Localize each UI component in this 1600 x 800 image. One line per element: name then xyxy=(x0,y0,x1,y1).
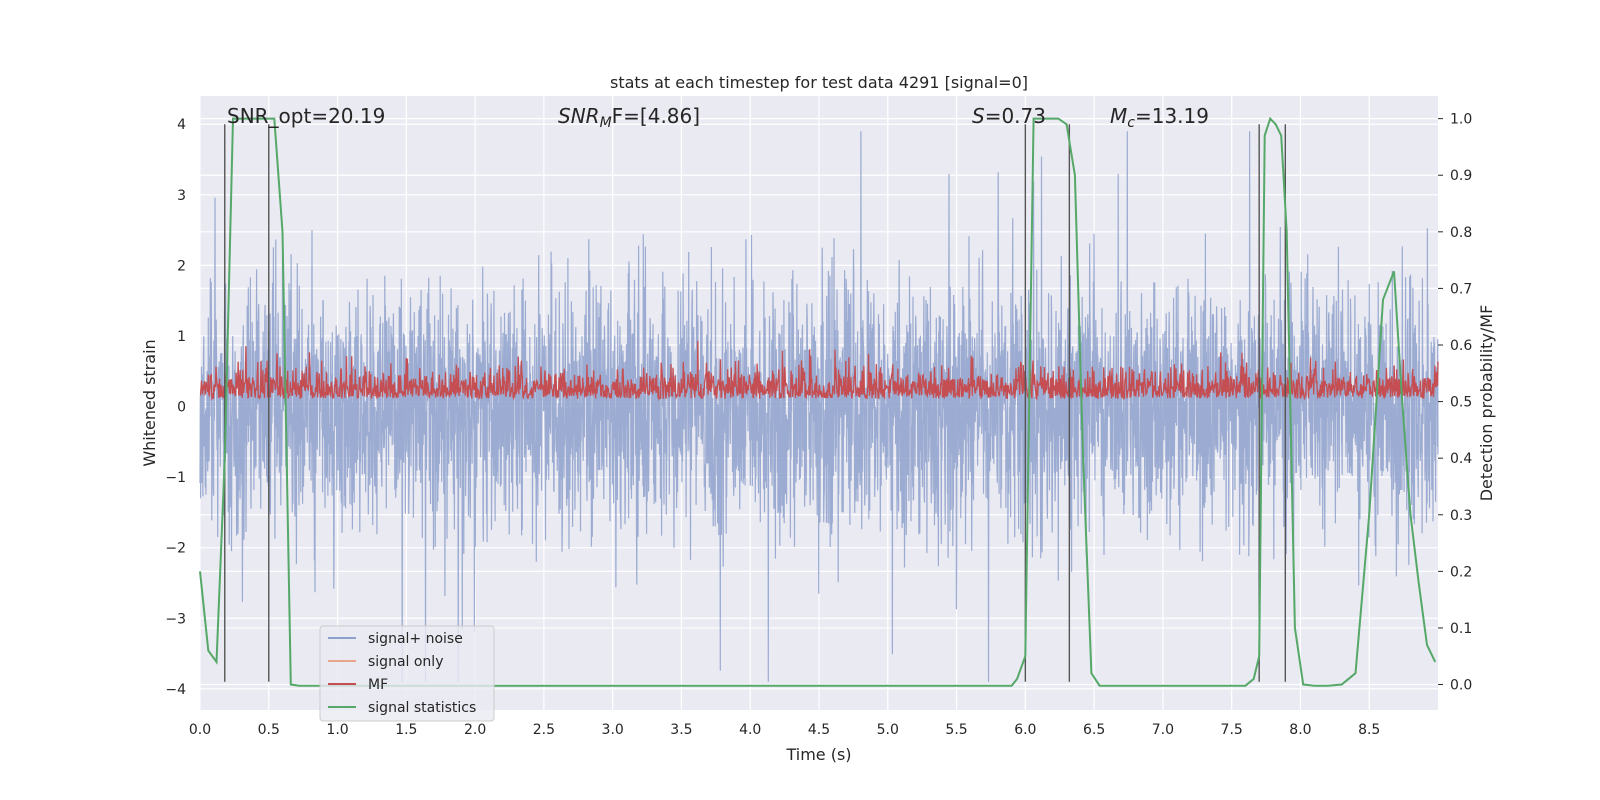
x-tick-label: 5.5 xyxy=(945,722,967,738)
y-tick-label: 1 xyxy=(177,329,186,345)
vertical-markers xyxy=(224,124,1287,682)
signal-noise-trace xyxy=(199,131,1439,682)
annotation-snr-opt: SNR_opt=20.19 xyxy=(227,104,385,128)
y-right-tick-labels: 0.0 0.1 0.2 0.3 0.4 0.5 0.6 0.7 0.8 0.9 1.0 xyxy=(1438,112,1472,694)
y-tick-label: 3 xyxy=(177,188,186,204)
legend-label-signal-statistics: signal statistics xyxy=(368,700,476,716)
y-tick-label: 0 xyxy=(177,400,186,416)
annotation-mc-value: =13.19 xyxy=(1135,104,1209,128)
x-tick-label: 6.0 xyxy=(1014,722,1036,738)
y-tick-label: 2 xyxy=(177,258,186,274)
x-tick-label: 2.0 xyxy=(464,722,486,738)
chart-title: stats at each timestep for test data 429… xyxy=(610,73,1028,92)
legend-label-signal-noise: signal+ noise xyxy=(368,631,463,647)
legend-label-mf: MF xyxy=(368,677,388,693)
x-tick-label: 7.0 xyxy=(1152,722,1174,738)
y-right-tick-label: 0.1 xyxy=(1450,621,1472,637)
y-tick-label: −4 xyxy=(165,682,186,698)
series-mf xyxy=(199,340,1439,402)
annotation-s-label: S xyxy=(972,104,985,128)
y-right-tick-label: 0.7 xyxy=(1450,281,1472,297)
legend: signal+ noise signal only MF signal stat… xyxy=(319,625,495,722)
y-right-tick-label: 0.3 xyxy=(1450,508,1472,524)
annotation-mc: Mc=13.19 xyxy=(1110,104,1209,131)
series-signal-noise xyxy=(199,131,1439,682)
x-tick-label: 1.0 xyxy=(326,722,348,738)
x-tick-label: 0.5 xyxy=(258,722,280,738)
y-axis-label: Whitened strain xyxy=(140,339,159,466)
y-right-tick-label: 0.0 xyxy=(1450,678,1472,694)
annotation-snr-mf-label: SNR xyxy=(558,104,600,128)
x-tick-label: 7.5 xyxy=(1221,722,1243,738)
y-right-tick-label: 0.6 xyxy=(1450,338,1472,354)
y-tick-label: −3 xyxy=(165,611,186,627)
y-tick-label: 4 xyxy=(177,117,186,133)
legend-label-signal-only: signal only xyxy=(368,654,443,670)
annotation-snr-mf-sub: M xyxy=(600,115,612,131)
x-tick-label: 2.5 xyxy=(533,722,555,738)
x-tick-label: 0.0 xyxy=(189,722,211,738)
x-tick-label: 1.5 xyxy=(395,722,417,738)
y-tick-label: −2 xyxy=(165,541,186,557)
x-tick-label: 3.5 xyxy=(670,722,692,738)
y-right-tick-label: 1.0 xyxy=(1450,112,1472,128)
y-right-axis-label: Detection probability/MF xyxy=(1477,305,1496,502)
x-tick-label: 4.5 xyxy=(808,722,830,738)
annotation-mc-label: M xyxy=(1110,104,1127,128)
annotation-snr-mf: SNRMF=[4.86] xyxy=(558,104,700,131)
annotation-s-value: =0.73 xyxy=(985,104,1046,128)
x-tick-label: 6.5 xyxy=(1083,722,1105,738)
y-tick-label: −1 xyxy=(165,470,186,486)
legend-box xyxy=(319,625,495,722)
mf-trace xyxy=(199,340,1439,402)
y-right-tick-label: 0.2 xyxy=(1450,564,1472,580)
y-right-tick-label: 0.8 xyxy=(1450,225,1472,241)
x-tick-label: 8.5 xyxy=(1358,722,1380,738)
y-right-tick-label: 0.4 xyxy=(1450,451,1472,467)
x-tick-label: 5.0 xyxy=(877,722,899,738)
y-right-tick-label: 0.9 xyxy=(1450,168,1472,184)
x-tick-label: 4.0 xyxy=(739,722,761,738)
series-signal-statistics xyxy=(199,116,1437,687)
annotation-mc-sub: c xyxy=(1127,115,1135,131)
y-tick-labels: −4 −3 −2 −1 0 1 2 3 4 xyxy=(165,117,186,698)
y-right-tick-label: 0.5 xyxy=(1450,395,1472,411)
x-tick-label: 3.0 xyxy=(602,722,624,738)
x-tick-label: 8.0 xyxy=(1289,722,1311,738)
x-tick-labels: 0.0 0.5 1.0 1.5 2.0 2.5 3.0 3.5 4.0 4.5 5.0 5.5 6.0 6… xyxy=(189,722,1380,738)
x-axis-label: Time (s) xyxy=(785,745,851,764)
annotation-snr-mf-value: F=[4.86] xyxy=(612,104,700,128)
annotation-s: S=0.73 xyxy=(972,104,1046,128)
